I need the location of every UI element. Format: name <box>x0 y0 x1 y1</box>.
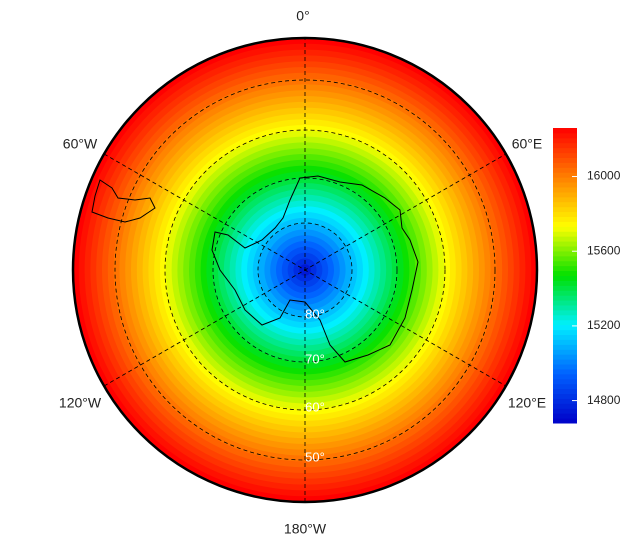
colorbar-segment <box>553 398 577 404</box>
antarctica-outline <box>211 175 419 363</box>
colorbar: 14800 15200 15600 16000 <box>553 128 621 424</box>
colorbar-tick-label: 15600 <box>587 243 621 257</box>
meridian-label: 180°W <box>284 521 327 537</box>
colorbar-segment <box>553 236 577 242</box>
colorbar-segment <box>553 388 577 394</box>
colorbar-segment <box>553 368 577 375</box>
latitude-label: 80° <box>305 306 325 321</box>
colorbar-segment <box>553 378 577 385</box>
colorbar-tick-label: 14800 <box>587 393 621 407</box>
colorbar-segment <box>553 413 577 419</box>
south-america-outline <box>91 179 156 223</box>
colorbar-segment <box>553 231 577 237</box>
colorbar-segment <box>553 344 577 350</box>
latitude-label: 60° <box>305 399 325 414</box>
colorbar-segment <box>553 172 577 178</box>
colorbar-segment <box>553 305 577 311</box>
colorbar-segment <box>553 250 577 257</box>
colorbar-segment <box>553 354 577 360</box>
colorbar-segment <box>553 167 577 173</box>
colorbar-segment <box>553 142 577 149</box>
colorbar-segment <box>553 196 577 203</box>
colorbar-segment <box>553 373 577 380</box>
colorbar-segment <box>553 270 577 276</box>
colorbar-segment <box>553 334 577 340</box>
colorbar-segment <box>553 260 577 267</box>
labels: 0° 60°E 120°E 180°W 120°W 60°W 80° 70° 60° 50° <box>59 8 546 537</box>
graticule <box>103 38 507 502</box>
colorbar-segment <box>553 216 577 222</box>
colorbar-segment <box>553 206 577 213</box>
colorbar-segment <box>553 300 577 306</box>
colorbar-segment <box>553 339 577 345</box>
colorbar-segment <box>553 177 577 183</box>
meridian-label: 120°E <box>508 395 546 411</box>
colorbar-segment <box>553 295 577 301</box>
meridian-label: 0° <box>296 8 309 24</box>
colorbar-segment <box>553 191 577 198</box>
meridian-label: 60°E <box>512 136 543 152</box>
colorbar-tick-label: 16000 <box>587 169 621 183</box>
meridian-line <box>103 153 507 387</box>
colorbar-segment <box>553 349 577 355</box>
meridian-label: 120°W <box>59 395 102 411</box>
colorbar-segment <box>553 309 577 316</box>
colorbar-segment <box>553 162 577 168</box>
colorbar-segment <box>553 187 577 193</box>
colorbar-segment <box>553 255 577 262</box>
colorbar-segment <box>553 128 577 134</box>
map-border <box>71 36 539 504</box>
colorbar-segment <box>553 408 577 414</box>
colorbar-segment <box>553 152 577 158</box>
colorbar-segment <box>553 182 577 188</box>
colorbar-segment <box>553 201 577 208</box>
meridian-label: 60°W <box>63 136 98 152</box>
colorbar-tick-label: 15200 <box>587 318 621 332</box>
colorbar-segment <box>553 211 577 217</box>
colorbar-segment <box>553 275 577 281</box>
colorbar-segment <box>553 290 577 296</box>
colorbar-segment <box>553 137 577 144</box>
colorbar-segment <box>553 246 577 252</box>
latitude-label: 50° <box>305 449 325 464</box>
colorbar-segment <box>553 319 577 326</box>
colorbar-segment <box>553 132 577 139</box>
colorbar-segment <box>553 418 577 424</box>
latitude-label: 70° <box>305 351 325 366</box>
colorbar-segment <box>553 324 577 331</box>
colorbar-segment <box>553 157 577 163</box>
colorbar-segment <box>553 280 577 286</box>
colorbar-segment <box>553 241 577 247</box>
colorbar-segment <box>553 285 577 291</box>
colorbar-segment <box>553 364 577 370</box>
colorbar-segment <box>553 221 577 227</box>
colorbar-segment <box>553 383 577 390</box>
latitude-circle <box>212 177 398 363</box>
colorbar-segment <box>553 147 577 154</box>
colorbar-segment <box>553 403 577 409</box>
colorbar-segment <box>553 329 577 335</box>
colorbar-segment <box>553 314 577 321</box>
colorbar-segment <box>553 265 577 272</box>
colorbar-segment <box>553 393 577 399</box>
colorbar-segment <box>553 226 577 232</box>
latitude-circle <box>114 79 496 461</box>
colorbar-segment <box>553 359 577 365</box>
